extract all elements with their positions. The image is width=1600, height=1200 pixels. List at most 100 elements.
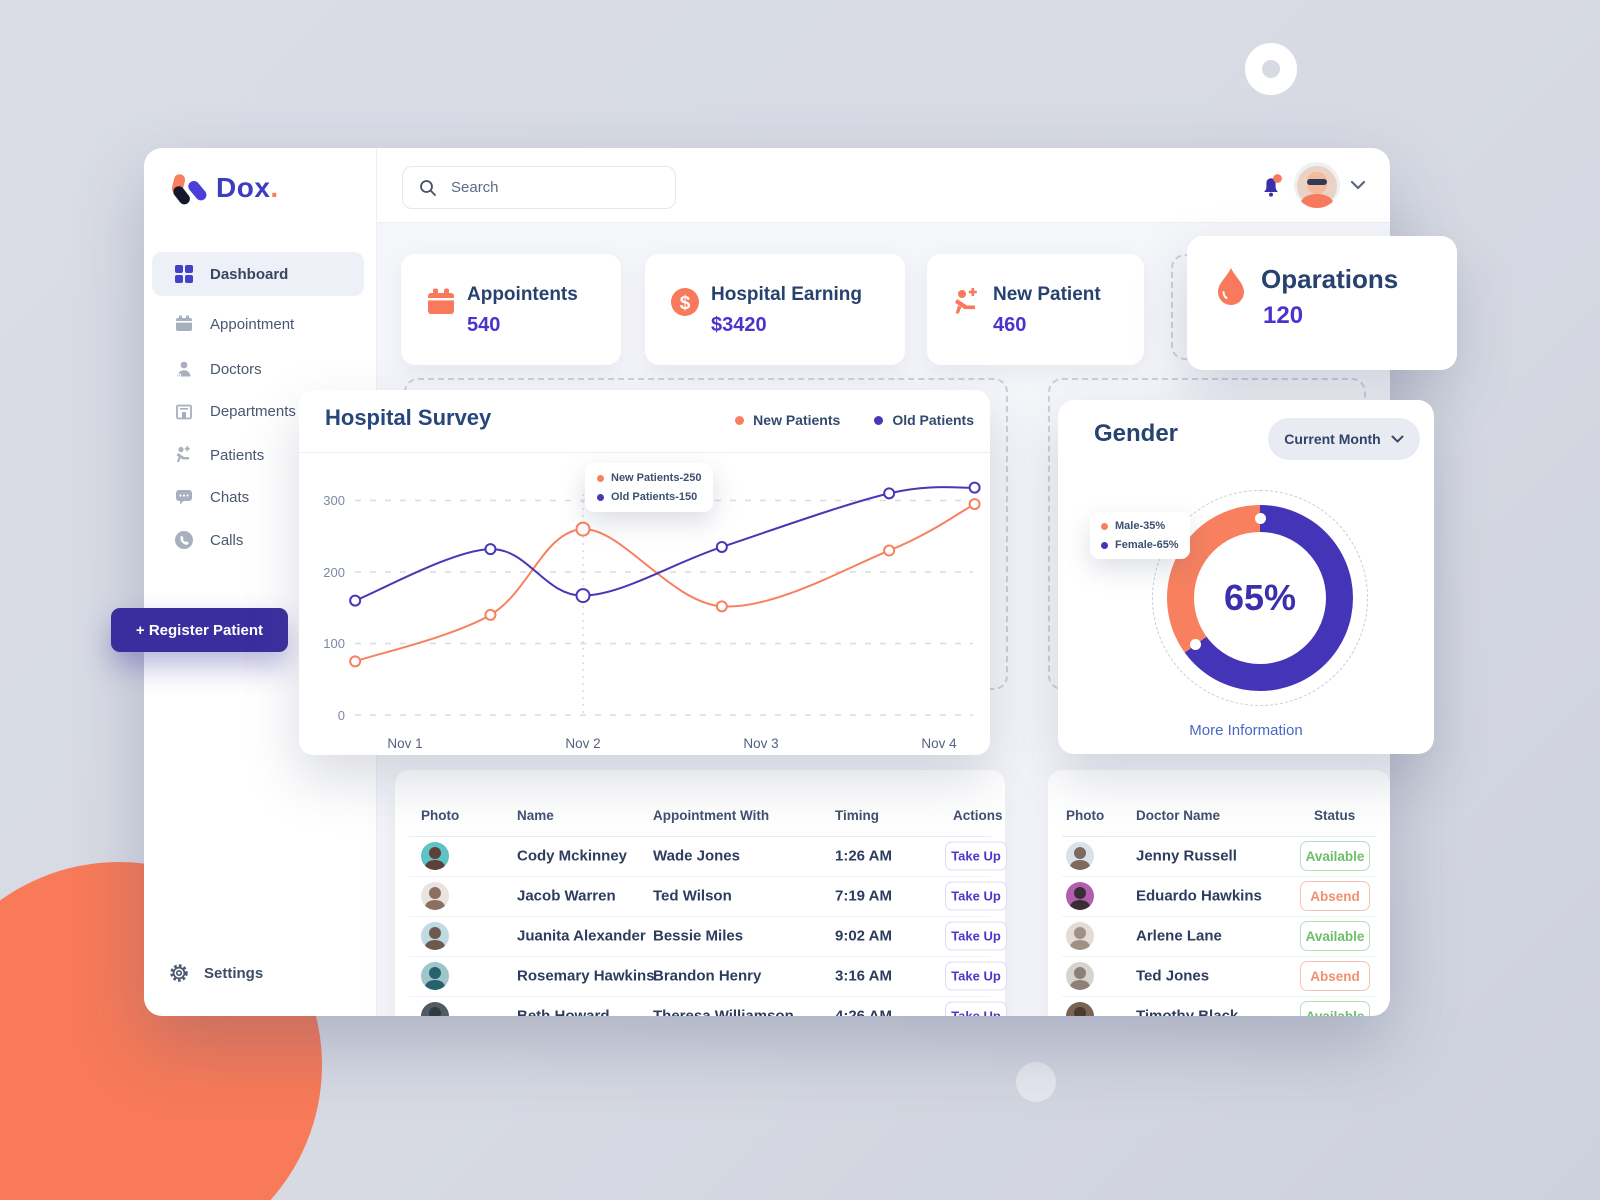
- x-tick: Nov 2: [565, 736, 600, 751]
- sidebar-item-label: Departments: [210, 402, 296, 420]
- doctor-photo: [1066, 962, 1094, 990]
- topbar-divider: [377, 222, 1390, 223]
- doctor-photo: [1066, 1002, 1094, 1016]
- doctor-photo: [1066, 842, 1094, 870]
- line-chart: 300 200 100 0 Nov 1 Nov 2 Nov 3 Nov 4: [323, 481, 981, 751]
- patient-name: Jacob Warren: [517, 887, 616, 905]
- row-divider: [409, 956, 991, 957]
- table-divider: [1062, 836, 1376, 837]
- sidebar-item-departments[interactable]: Departments: [152, 389, 364, 433]
- patient-name: Rosemary Hawkins: [517, 967, 655, 985]
- doctor-icon: [177, 361, 191, 377]
- doctor-photo: [1066, 882, 1094, 910]
- search-bar[interactable]: [402, 166, 676, 209]
- status-badge: Available: [1300, 921, 1370, 951]
- take-up-button[interactable]: Take Up: [945, 961, 1007, 991]
- patient-name: Cody Mckinney: [517, 847, 628, 865]
- doctor-name: Arlene Lane: [1136, 927, 1222, 945]
- stat-value: 460: [993, 314, 1027, 336]
- row-divider: [1062, 996, 1376, 997]
- stat-value: 540: [467, 314, 501, 336]
- appointment-time: 4:26 AM: [835, 1007, 892, 1017]
- search-input[interactable]: [449, 178, 653, 197]
- stat-card-earning[interactable]: $ Hospital Earning $3420: [645, 254, 905, 365]
- stat-label: Appointents: [467, 284, 578, 305]
- x-tick: Nov 4: [921, 736, 957, 751]
- sidebar-item-patients[interactable]: Patients: [152, 433, 364, 477]
- dollar-icon: $: [671, 288, 699, 316]
- take-up-button[interactable]: Take Up: [945, 841, 1007, 871]
- gear-icon: [170, 964, 188, 982]
- column-header-doctor-name: Doctor Name: [1136, 808, 1221, 823]
- appointment-with: Bessie Miles: [653, 927, 744, 945]
- row-divider: [409, 876, 991, 877]
- notifications-button[interactable]: [1254, 168, 1288, 202]
- take-up-button[interactable]: Take Up: [945, 921, 1007, 951]
- search-icon: [420, 179, 436, 196]
- status-badge: Absend: [1300, 881, 1370, 911]
- donut-percentage: 65%: [1223, 577, 1297, 618]
- decorative-faint-circle: [1016, 1062, 1056, 1102]
- stat-card-appointments[interactable]: Appointents 540: [401, 254, 621, 365]
- app-title: Dox.: [216, 172, 279, 203]
- sidebar-item-label: Appointment: [210, 315, 295, 333]
- row-divider: [409, 916, 991, 917]
- sidebar-item-label: Calls: [210, 531, 244, 549]
- phone-icon: [175, 531, 193, 549]
- sidebar-item-calls[interactable]: Calls: [152, 518, 364, 562]
- stat-card-operations[interactable]: Oparations 120: [1187, 236, 1457, 370]
- stat-label: Oparations: [1261, 264, 1399, 294]
- appointment-with: Theresa Williamson: [653, 1007, 794, 1017]
- appointment-with: Ted Wilson: [653, 887, 732, 905]
- stat-value: $3420: [711, 314, 767, 336]
- avatar-sunglasses: [1307, 179, 1327, 185]
- gender-donut-chart: 65%: [1167, 505, 1353, 691]
- period-dropdown[interactable]: Current Month: [1268, 418, 1420, 460]
- doctors-table: Photo Doctor Name Status Jenny Russell A…: [1048, 770, 1390, 1016]
- chevron-down-icon: [1391, 435, 1404, 443]
- y-tick: 200: [323, 565, 345, 580]
- sidebar-item-appointment[interactable]: Appointment: [152, 302, 364, 346]
- row-divider: [1062, 916, 1376, 917]
- row-divider: [409, 996, 991, 997]
- app-logo-icon: [171, 174, 207, 205]
- sidebar-item-label: Chats: [210, 488, 250, 506]
- status-badge: Available: [1300, 841, 1370, 871]
- y-tick: 300: [323, 493, 345, 508]
- hospital-survey-card: Hospital Survey New Patients Old Patient…: [299, 390, 990, 755]
- sidebar-item-chats[interactable]: Chats: [152, 475, 364, 519]
- register-patient-button[interactable]: + Register Patient: [111, 608, 288, 652]
- sidebar-item-settings[interactable]: Settings: [168, 951, 368, 995]
- patient-photo: [421, 962, 449, 990]
- appointment-with: Wade Jones: [653, 847, 740, 865]
- patient-name: Beth Howard: [517, 1007, 610, 1017]
- take-up-button[interactable]: Take Up: [945, 1001, 1007, 1016]
- dashboard-icon: [175, 265, 193, 283]
- legend-new-patients: New Patients: [735, 412, 840, 428]
- take-up-button[interactable]: Take Up: [945, 881, 1007, 911]
- donut-dashed-outline: [1152, 490, 1368, 706]
- user-avatar[interactable]: [1294, 162, 1340, 208]
- x-tick: Nov 1: [387, 736, 422, 751]
- legend-old-patients: Old Patients: [874, 412, 974, 428]
- chart-tooltip: New Patients-250 Old Patients-150: [585, 463, 714, 512]
- more-information-link[interactable]: More Information: [1189, 722, 1303, 739]
- appointment-time: 7:19 AM: [835, 887, 892, 905]
- sidebar-item-doctors[interactable]: Doctors: [152, 347, 364, 391]
- stat-card-new-patient[interactable]: New Patient 460: [927, 254, 1144, 365]
- calendar-icon: [428, 288, 454, 314]
- x-tick: Nov 3: [743, 736, 778, 751]
- svg-text:$: $: [680, 293, 691, 314]
- column-header-name: Name: [517, 808, 554, 823]
- appointment-time: 1:26 AM: [835, 847, 892, 865]
- stat-value: 120: [1263, 302, 1304, 329]
- settings-label: Settings: [204, 964, 264, 982]
- card-divider: [299, 452, 990, 453]
- appointment-time: 9:02 AM: [835, 927, 892, 945]
- chevron-down-icon[interactable]: [1350, 180, 1366, 190]
- doctor-name: Jenny Russell: [1136, 847, 1237, 865]
- column-header-photo: Photo: [421, 808, 460, 823]
- y-tick: 0: [338, 708, 345, 723]
- sidebar-item-dashboard[interactable]: Dashboard: [152, 252, 364, 296]
